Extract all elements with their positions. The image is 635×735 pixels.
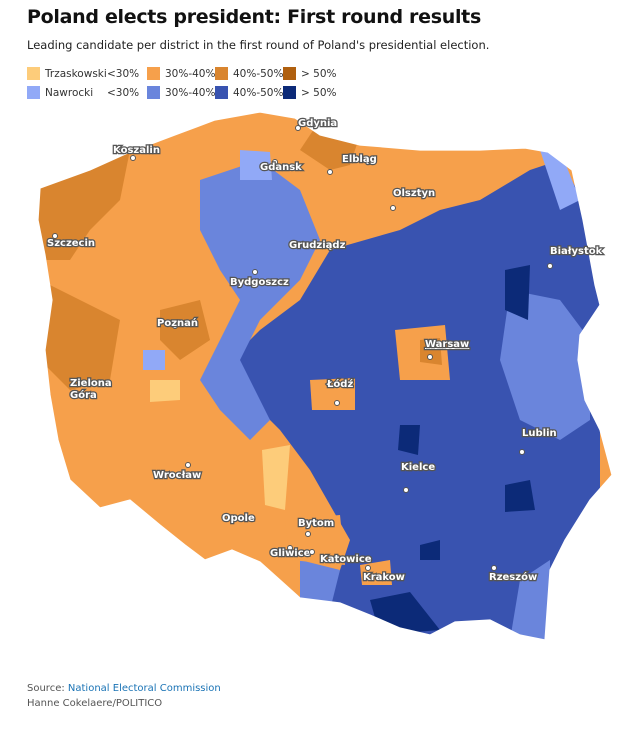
region-nawrocki-over-50 bbox=[505, 265, 530, 320]
city-label: Opole bbox=[222, 513, 255, 524]
legend-bin: > 50% bbox=[301, 67, 337, 80]
legend-candidate: Nawrocki bbox=[45, 86, 94, 99]
city-dot bbox=[77, 391, 83, 397]
city-label: Gdynia bbox=[298, 118, 337, 129]
city-dot bbox=[334, 400, 340, 406]
legend-swatch bbox=[147, 86, 160, 99]
city-dot bbox=[252, 269, 258, 275]
city-label: Bytom bbox=[298, 518, 334, 529]
legend-swatch bbox=[215, 67, 228, 80]
region-nawrocki-under-30 bbox=[240, 150, 272, 180]
region-nawrocki-30-40 bbox=[510, 560, 550, 640]
city-label: Katowice bbox=[320, 554, 372, 565]
legend-swatch bbox=[283, 67, 296, 80]
city-dot bbox=[295, 125, 301, 131]
source-link[interactable]: National Electoral Commission bbox=[67, 683, 221, 694]
city-dot bbox=[427, 354, 433, 360]
region-nawrocki-over-50 bbox=[398, 425, 420, 455]
city-dot bbox=[491, 565, 497, 571]
city-label: Wrocław bbox=[153, 470, 201, 481]
city-label: Bydgoszcz bbox=[230, 277, 289, 288]
city-label: Olsztyn bbox=[393, 188, 435, 199]
city-dot bbox=[301, 243, 307, 249]
region-nawrocki-30-40 bbox=[200, 160, 320, 440]
city-dot bbox=[403, 487, 409, 493]
city-label: Rzeszów bbox=[489, 571, 537, 583]
city-label: Góra bbox=[70, 389, 97, 401]
region-warsaw-center bbox=[420, 338, 442, 365]
legend: Trzaskowski <30% 30%-40% 40%-50% > 50% N… bbox=[27, 64, 336, 102]
city-label: Białystok bbox=[550, 246, 603, 257]
legend-swatch bbox=[27, 86, 40, 99]
city-label: Poznań bbox=[157, 317, 198, 329]
city-label: Elbląg bbox=[342, 154, 377, 165]
region-nawrocki-under-30 bbox=[143, 350, 165, 370]
legend-row-nawrocki: Nawrocki <30% 30%-40% 40%-50% > 50% bbox=[27, 83, 336, 102]
city-dot bbox=[305, 531, 311, 537]
city-dot bbox=[365, 565, 371, 571]
city-dot bbox=[390, 205, 396, 211]
legend-swatch bbox=[27, 67, 40, 80]
city-dot bbox=[327, 169, 333, 175]
legend-row-trzaskowski: Trzaskowski <30% 30%-40% 40%-50% > 50% bbox=[27, 64, 336, 83]
city-dot bbox=[309, 549, 315, 555]
city-label: Lublin bbox=[522, 428, 557, 439]
legend-swatch bbox=[147, 67, 160, 80]
region-nawrocki-30-40 bbox=[300, 560, 340, 610]
city-dot bbox=[519, 449, 525, 455]
region-nawrocki-over-50 bbox=[420, 540, 440, 560]
city-label: Szczecin bbox=[47, 238, 95, 249]
city-dot bbox=[244, 515, 250, 521]
region-trzaskowski-40-50 bbox=[160, 300, 210, 360]
city-label: Koszalin bbox=[113, 145, 160, 156]
city-label: Łódź bbox=[326, 378, 353, 390]
region-lodz bbox=[310, 378, 355, 410]
legend-bin: 30%-40% bbox=[165, 86, 216, 99]
legend-bin: 40%-50% bbox=[233, 86, 284, 99]
source-label: Source: bbox=[27, 683, 65, 694]
subtitle: Leading candidate per district in the fi… bbox=[27, 38, 490, 52]
city-label: Krakow bbox=[363, 572, 405, 583]
city-labels: Gdynia Koszalin Gdansk Elbląg Olsztyn Szczeci… bbox=[46, 117, 604, 585]
legend-bin: 40%-50% bbox=[233, 67, 284, 80]
city-dot bbox=[130, 155, 136, 161]
city-label: Kielce bbox=[401, 462, 435, 473]
city-label: Gdansk bbox=[260, 162, 302, 173]
footer: Source: National Electoral Commission Ha… bbox=[27, 681, 221, 711]
legend-bin: > 50% bbox=[301, 86, 337, 99]
city-dot bbox=[185, 462, 191, 468]
region-trzaskowski-under-30 bbox=[262, 445, 290, 510]
region-nawrocki-30-40 bbox=[500, 290, 590, 440]
city-dot bbox=[272, 159, 278, 165]
city-dot bbox=[172, 323, 178, 329]
legend-bin: 30%-40% bbox=[165, 67, 216, 80]
legend-candidate: Trzaskowski bbox=[45, 67, 107, 80]
city-dot bbox=[287, 545, 293, 551]
city-label: Grudziądz bbox=[289, 240, 346, 251]
region-trzaskowski-under-30 bbox=[150, 380, 180, 402]
region-nawrocki-over-50 bbox=[505, 480, 535, 512]
city-dot bbox=[547, 263, 553, 269]
region-trzaskowski-40-50 bbox=[40, 280, 120, 390]
region-silesia bbox=[285, 515, 345, 565]
legend-bin: <30% bbox=[107, 67, 140, 80]
legend-bin: <30% bbox=[107, 86, 140, 99]
page-title: Poland elects president: First round res… bbox=[27, 6, 481, 28]
city-label: Warsaw bbox=[425, 339, 469, 350]
city-dot bbox=[52, 233, 58, 239]
city-label: Gliwice bbox=[270, 548, 311, 559]
legend-swatch bbox=[283, 86, 296, 99]
legend-swatch bbox=[215, 86, 228, 99]
credit: Hanne Cokelaere/POLITICO bbox=[27, 698, 163, 709]
city-label: Zielona bbox=[70, 378, 112, 389]
region-nawrocki-under-30 bbox=[540, 150, 580, 210]
